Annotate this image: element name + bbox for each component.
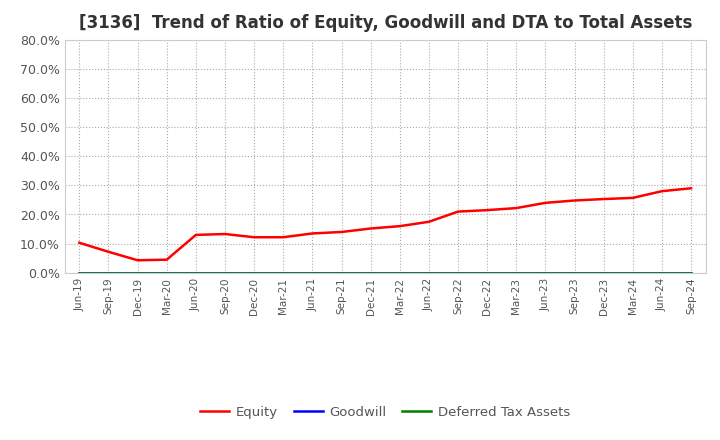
Goodwill xyxy=(133,270,142,275)
Deferred Tax Assets xyxy=(75,270,84,275)
Equity xyxy=(483,208,492,213)
Equity xyxy=(279,235,287,240)
Goodwill xyxy=(629,270,637,275)
Goodwill xyxy=(337,270,346,275)
Goodwill xyxy=(599,270,608,275)
Goodwill xyxy=(220,270,229,275)
Equity xyxy=(425,219,433,224)
Deferred Tax Assets xyxy=(570,270,579,275)
Deferred Tax Assets xyxy=(483,270,492,275)
Equity xyxy=(687,186,696,191)
Deferred Tax Assets xyxy=(629,270,637,275)
Equity xyxy=(366,226,375,231)
Goodwill xyxy=(308,270,317,275)
Equity xyxy=(192,232,200,238)
Equity xyxy=(512,205,521,211)
Deferred Tax Assets xyxy=(541,270,550,275)
Equity xyxy=(220,231,229,237)
Deferred Tax Assets xyxy=(192,270,200,275)
Goodwill xyxy=(657,270,666,275)
Goodwill xyxy=(279,270,287,275)
Equity xyxy=(599,196,608,202)
Deferred Tax Assets xyxy=(657,270,666,275)
Equity xyxy=(308,231,317,236)
Equity xyxy=(657,188,666,194)
Deferred Tax Assets xyxy=(133,270,142,275)
Goodwill xyxy=(483,270,492,275)
Goodwill xyxy=(570,270,579,275)
Deferred Tax Assets xyxy=(279,270,287,275)
Goodwill xyxy=(104,270,113,275)
Goodwill xyxy=(366,270,375,275)
Equity xyxy=(629,195,637,201)
Goodwill xyxy=(192,270,200,275)
Deferred Tax Assets xyxy=(220,270,229,275)
Equity xyxy=(570,198,579,203)
Equity xyxy=(395,224,404,229)
Title: [3136]  Trend of Ratio of Equity, Goodwill and DTA to Total Assets: [3136] Trend of Ratio of Equity, Goodwil… xyxy=(78,15,692,33)
Deferred Tax Assets xyxy=(687,270,696,275)
Goodwill xyxy=(512,270,521,275)
Goodwill xyxy=(454,270,462,275)
Goodwill xyxy=(250,270,258,275)
Deferred Tax Assets xyxy=(366,270,375,275)
Equity xyxy=(104,249,113,254)
Deferred Tax Assets xyxy=(104,270,113,275)
Equity xyxy=(250,235,258,240)
Deferred Tax Assets xyxy=(337,270,346,275)
Legend: Equity, Goodwill, Deferred Tax Assets: Equity, Goodwill, Deferred Tax Assets xyxy=(195,401,575,424)
Equity xyxy=(541,200,550,205)
Goodwill xyxy=(395,270,404,275)
Equity xyxy=(454,209,462,214)
Goodwill xyxy=(541,270,550,275)
Deferred Tax Assets xyxy=(454,270,462,275)
Goodwill xyxy=(75,270,84,275)
Equity xyxy=(75,240,84,246)
Line: Equity: Equity xyxy=(79,188,691,260)
Goodwill xyxy=(687,270,696,275)
Deferred Tax Assets xyxy=(599,270,608,275)
Equity xyxy=(337,229,346,235)
Deferred Tax Assets xyxy=(308,270,317,275)
Deferred Tax Assets xyxy=(395,270,404,275)
Equity xyxy=(133,258,142,263)
Goodwill xyxy=(425,270,433,275)
Deferred Tax Assets xyxy=(512,270,521,275)
Deferred Tax Assets xyxy=(250,270,258,275)
Deferred Tax Assets xyxy=(425,270,433,275)
Deferred Tax Assets xyxy=(163,270,171,275)
Goodwill xyxy=(163,270,171,275)
Equity xyxy=(163,257,171,262)
